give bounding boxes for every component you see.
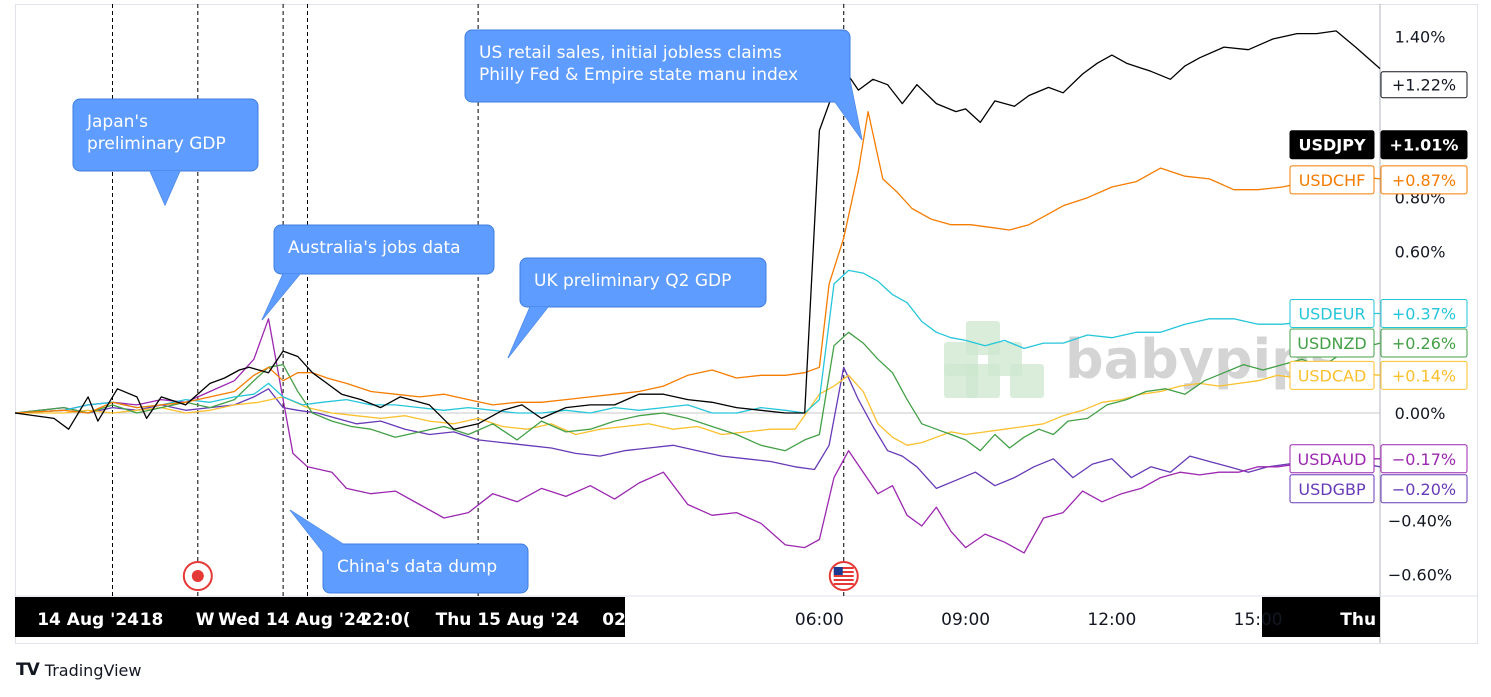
series-name-badge: USDAUD (1298, 450, 1367, 469)
series-value-badge-box (1380, 298, 1468, 328)
series-value-badge: −0.20% (1392, 480, 1456, 499)
us-flag-stripe (833, 583, 854, 585)
us-flag-canton (833, 567, 843, 575)
series-value-badge-box (1380, 328, 1468, 358)
tradingview-logo[interactable]: TV TradingView (16, 660, 141, 680)
x-tick-label: 14 Aug '24 (37, 610, 139, 630)
callout-box (322, 543, 529, 594)
callout-text: UK preliminary Q2 GDP (534, 271, 731, 291)
series-name-badge-box (1289, 298, 1375, 328)
x-tick-label: 18 (140, 610, 164, 630)
series-value-badge-box (1380, 130, 1468, 160)
callout-text: Japan's (86, 112, 148, 132)
chart-frame (15, 4, 1478, 644)
callout-text: preliminary GDP (87, 134, 226, 154)
series-line-usdnzd (14, 331, 1381, 452)
series-line-usdgbp (14, 366, 1381, 490)
series-value-badge-box (1380, 444, 1468, 474)
callout-pointer-fill (508, 307, 548, 358)
series-line-usdaud (14, 318, 1380, 554)
y-tick-label: 0.60% (1395, 243, 1446, 262)
us-flag-stripe (833, 579, 854, 581)
series-line-usdeur (14, 269, 1380, 414)
x-tick-label: 02:00 (602, 610, 656, 630)
series-value-badge: −0.17% (1392, 450, 1456, 469)
y-tick-label: −0.40% (1388, 512, 1452, 531)
x-tick-label: W (196, 610, 215, 630)
japan-flag-dot-icon (191, 570, 204, 582)
y-tick-label: −0.60% (1388, 565, 1452, 584)
series-name-badge-box (1289, 474, 1375, 504)
series-name-badge: USDGBP (1298, 480, 1366, 499)
us-flag-stripe (833, 567, 854, 569)
series-value-badge: +0.87% (1392, 171, 1456, 190)
x-tick-label: Thu 15 Aug (1340, 610, 1449, 630)
series-value-badge: +0.26% (1392, 334, 1456, 353)
series-line-usdchf (14, 110, 1381, 414)
series-name-badge-box (1289, 360, 1375, 390)
series-name-badge-box (1289, 328, 1375, 358)
series-value-badge-box (1380, 474, 1468, 504)
series-value-badge-box (1380, 360, 1468, 390)
x-tick-label: Thu 15 Aug '24 (436, 610, 580, 630)
us-flag-stripe (833, 575, 854, 577)
callout-pointer-fill (290, 510, 343, 552)
series-value-badge-box (1380, 165, 1468, 195)
x-tick-label: 09:00 (941, 610, 990, 630)
series-name-badge-box (1289, 130, 1375, 160)
current-value-label-box (1380, 71, 1468, 99)
callout-box (273, 224, 495, 275)
series-value-badge: +0.14% (1392, 366, 1456, 385)
callout-pointer-fill (262, 274, 300, 320)
x-tick-label: 12:00 (1087, 610, 1136, 630)
series-name-badge: USDNZD (1297, 334, 1366, 353)
callout-text: China's data dump (337, 557, 497, 577)
callout-text: Australia's jobs data (288, 238, 461, 258)
current-value-label: +1.22% (1392, 76, 1456, 95)
event-callout: Australia's jobs data (261, 224, 495, 321)
us-flag-stripes-icon (833, 567, 854, 585)
time-axis-highlight-right (1262, 597, 1380, 637)
callout-pointer-fill (835, 80, 862, 140)
x-tick-label: Wed 14 Aug '24 (218, 610, 368, 630)
series-value-badge: +1.01% (1390, 136, 1459, 155)
series-name-badge: USDJPY (1298, 136, 1365, 155)
callout-text: US retail sales, initial jobless claims (479, 43, 782, 63)
series-name-badge: USDCAD (1298, 366, 1367, 385)
time-axis-highlight-left (15, 597, 625, 637)
series-line-usdjpy (14, 30, 1381, 430)
watermark-cube-icon (944, 364, 978, 398)
series-name-badge-box (1289, 165, 1375, 195)
callout-box (464, 29, 851, 103)
tradingview-brand-name: TradingView (44, 660, 142, 680)
series-name-badge: USDCHF (1299, 171, 1366, 190)
x-tick-label: 15:00 (1234, 610, 1283, 630)
series-value-badge: +0.37% (1392, 304, 1456, 323)
y-tick-label: 0.00% (1395, 404, 1446, 423)
tradingview-logo-icon: TV (16, 660, 40, 680)
callout-pointer-fill (150, 171, 180, 205)
series-name-badge: USDEUR (1298, 304, 1365, 323)
x-tick-label: 06:00 (795, 610, 844, 630)
us-flag-stripe (833, 571, 854, 573)
event-callout: UK preliminary Q2 GDP (507, 257, 767, 359)
callout-text: Philly Fed & Empire state manu index (479, 65, 798, 85)
watermark-cube-icon (1010, 364, 1044, 398)
callout-box (519, 257, 767, 308)
event-callout: China's data dump (289, 509, 529, 594)
event-callout: US retail sales, initial jobless claimsP… (464, 29, 863, 141)
y-tick-label: 1.40% (1395, 27, 1446, 46)
x-tick-label: 22:0( (360, 610, 410, 630)
series-name-badge-box (1289, 444, 1375, 474)
